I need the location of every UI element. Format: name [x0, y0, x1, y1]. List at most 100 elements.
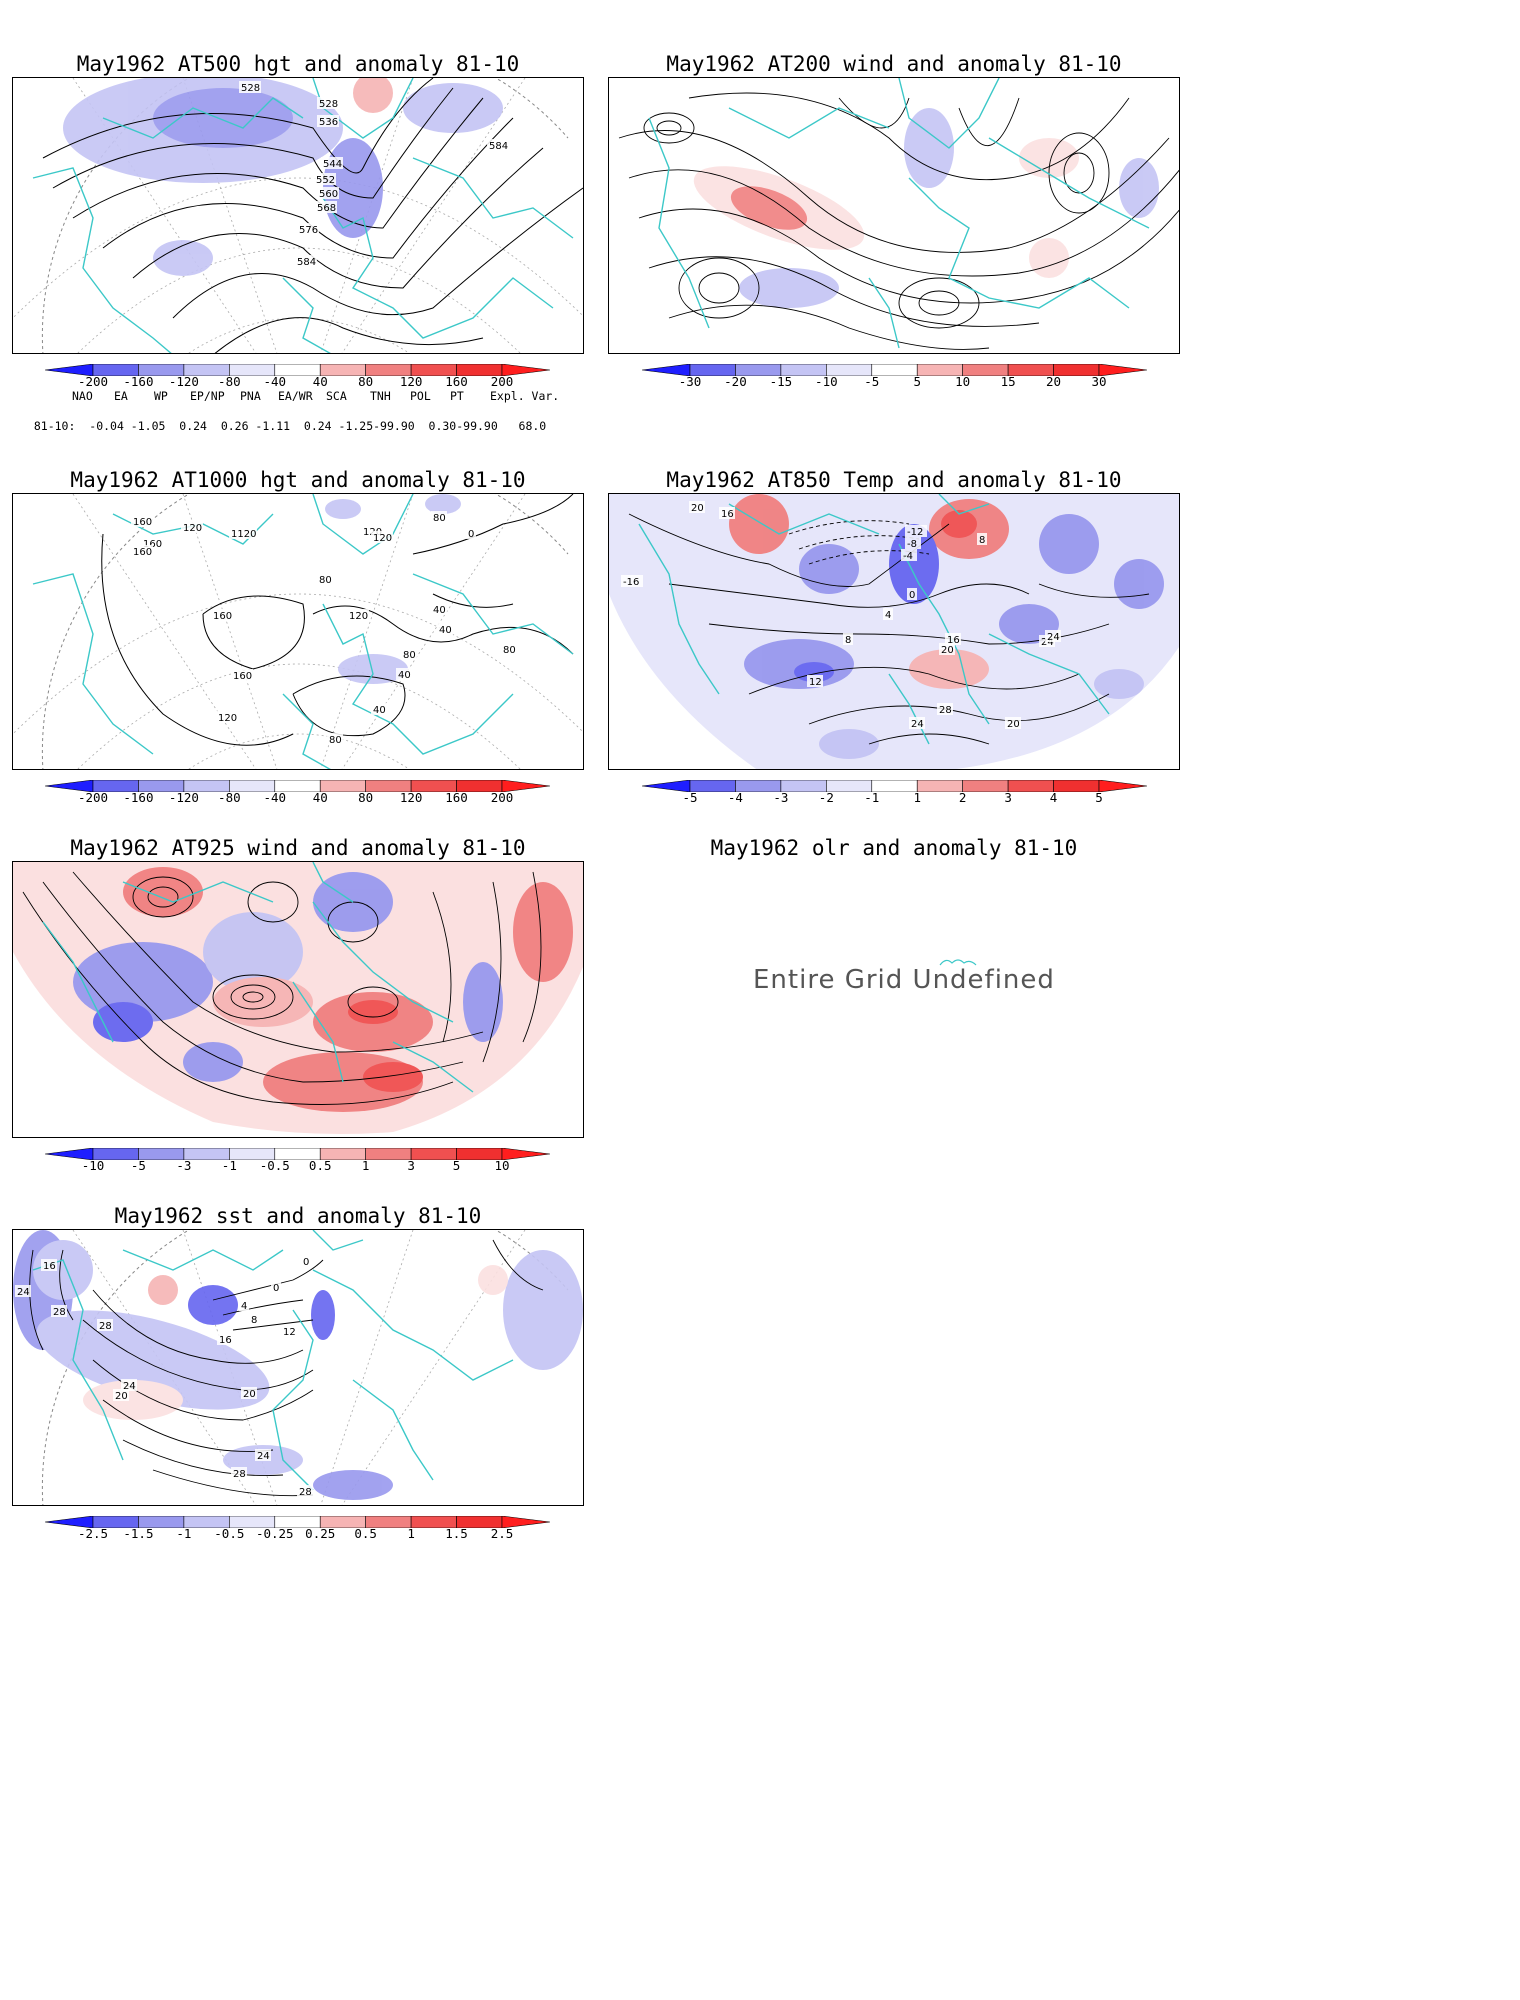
at200-map	[608, 77, 1180, 354]
sst-colorbar	[44, 1513, 551, 1529]
colorbar-tick-label: -120	[168, 374, 199, 389]
contour-label-bg	[97, 1319, 113, 1331]
olr-undefined-scribble	[939, 959, 977, 966]
at500-colorbar	[44, 361, 551, 377]
contour-label-bg	[1005, 717, 1021, 729]
contour-label: 20	[243, 1389, 256, 1400]
contour-label: 80	[329, 735, 342, 746]
contour-label: 40	[439, 625, 452, 636]
at925-map-graphic	[13, 862, 583, 1135]
height-contours	[101, 494, 574, 746]
contour-label-bg	[401, 648, 417, 660]
contour-label: 24	[1041, 637, 1054, 648]
graticule	[13, 78, 583, 353]
contour-label-bg	[295, 255, 317, 267]
contour-label-bg	[466, 527, 476, 539]
contour-label-bg	[1045, 630, 1061, 642]
teleconnection-row-label: 81-10:	[33, 419, 76, 433]
contour-label-bg	[317, 115, 339, 127]
contour-labels: 528 528 536 544 552 560 568 576 584 584	[239, 81, 509, 268]
colorbar-tick-label: -120	[168, 790, 199, 805]
colorbar-tick-label: 80	[358, 790, 374, 805]
colorbar-arrow-high	[501, 1147, 551, 1161]
olr-undefined-message: Entire Grid Undefined	[753, 965, 1055, 995]
contour-label-bg	[249, 1313, 259, 1325]
at925-colorbar-graphic	[44, 1147, 551, 1161]
at200-colorbar-labels: -30 -20 -15 -10 -5 5 10 15 20 30	[642, 374, 1147, 389]
colorbar-tick-label: 5	[1095, 790, 1103, 805]
colorbar-arrow-high	[501, 363, 551, 377]
contour-label-bg	[431, 511, 447, 523]
teleconnection-row-values: -0.04 -1.05 0.24 0.26 -1.11 0.24 -1.25-9…	[89, 419, 547, 433]
colorbar-tick-label: -10	[81, 1158, 105, 1173]
colorbar-tick-label: 40	[312, 374, 328, 389]
colorbar-tick-label: -80	[218, 374, 241, 389]
contour-label-bg	[719, 507, 735, 519]
contour-label-bg	[239, 81, 261, 93]
contour-label: 16	[43, 1261, 56, 1272]
colorbar-tick-label: 5	[913, 374, 921, 389]
sst-map: 24 28 28 0 0 4 8 12 16 20 24 28 28 24 20 16	[12, 1229, 584, 1506]
contour-label: 16	[219, 1335, 232, 1346]
colorbar-tick-label: -80	[218, 790, 241, 805]
colorbar-tick-label: 160	[445, 374, 468, 389]
colorbar-tick-label: -5	[130, 1158, 146, 1173]
contour-label-bg	[255, 1449, 271, 1461]
contour-label: 8	[979, 535, 985, 546]
contour-label: 20	[1007, 719, 1020, 730]
teleconnection-index-name: EP/NP	[190, 389, 225, 403]
colorbar-tick-label: 4	[1049, 790, 1058, 805]
graticule	[13, 494, 583, 769]
contour-label: 160	[213, 611, 232, 622]
colorbar-tick-label: -40	[263, 790, 287, 805]
teleconnection-index-name: PNA	[240, 389, 261, 403]
at1000-colorbar-labels: -200 -160 -120 -80 -40 40 80 120 160 200	[45, 790, 550, 805]
contour-label: 120	[183, 523, 202, 534]
colorbar-tick-label: -0.25	[255, 1526, 294, 1541]
contour-label-bg	[51, 1305, 67, 1317]
colorbar-tick-label: -4	[727, 790, 743, 805]
contour-label-bg	[939, 643, 955, 655]
colorbar-tick-label: -40	[263, 374, 287, 389]
colorbar-tick-label: -160	[123, 374, 154, 389]
colorbar-tick-label: -1	[864, 790, 880, 805]
contour-label-bg	[271, 1281, 281, 1293]
contour-label-bg	[437, 623, 453, 635]
coastlines	[42, 862, 474, 1093]
contour-label: 24	[257, 1451, 270, 1462]
sst-title: May1962 sst and anomaly 81-10	[114, 1204, 482, 1228]
contour-label-bg	[229, 527, 257, 539]
colorbar-tick-label: 1	[913, 790, 921, 805]
colorbar-tick-label: -2	[818, 790, 834, 805]
colorbar-tick-label: -20	[724, 374, 747, 389]
contour-label-bg	[314, 173, 336, 185]
at1000-map: 1201120160160160120801204080016016012012…	[12, 493, 584, 770]
contour-label-bg	[211, 609, 233, 621]
at1000-title: May1962 AT1000 hgt and anomaly 81-10	[70, 468, 526, 492]
contour-label-bg	[216, 711, 238, 723]
teleconnection-index-name: NAO	[72, 389, 93, 403]
contour-label-bg	[487, 139, 509, 151]
colorbar-tick-label: 10	[955, 374, 971, 389]
contour-label-bg	[317, 187, 339, 199]
colorbar-tick-label: 20	[1046, 374, 1062, 389]
contour-label-bg	[689, 501, 705, 513]
colorbar-tick-label: 1	[361, 1158, 370, 1173]
at925-colorbar	[44, 1145, 551, 1161]
colorbar-arrow-high	[501, 779, 551, 793]
at1000-colorbar-graphic	[44, 779, 551, 793]
colorbar-tick-label: 80	[358, 374, 374, 389]
contour-label: 24	[1047, 632, 1060, 643]
contour-label-bg	[181, 521, 203, 533]
contour-label-bg	[909, 717, 925, 729]
colorbar-tick-label: -0.5	[259, 1158, 290, 1173]
at200-colorbar-graphic	[641, 363, 1148, 377]
contour-label: 552	[316, 175, 335, 186]
colorbar-tick-label: -3	[176, 1158, 192, 1173]
contour-label: 160	[133, 517, 152, 528]
contour-label-bg	[945, 633, 961, 645]
contour-label: 576	[299, 225, 318, 236]
contour-label: -8	[907, 539, 917, 550]
colorbar-tick-label: 2.5	[490, 1526, 514, 1541]
